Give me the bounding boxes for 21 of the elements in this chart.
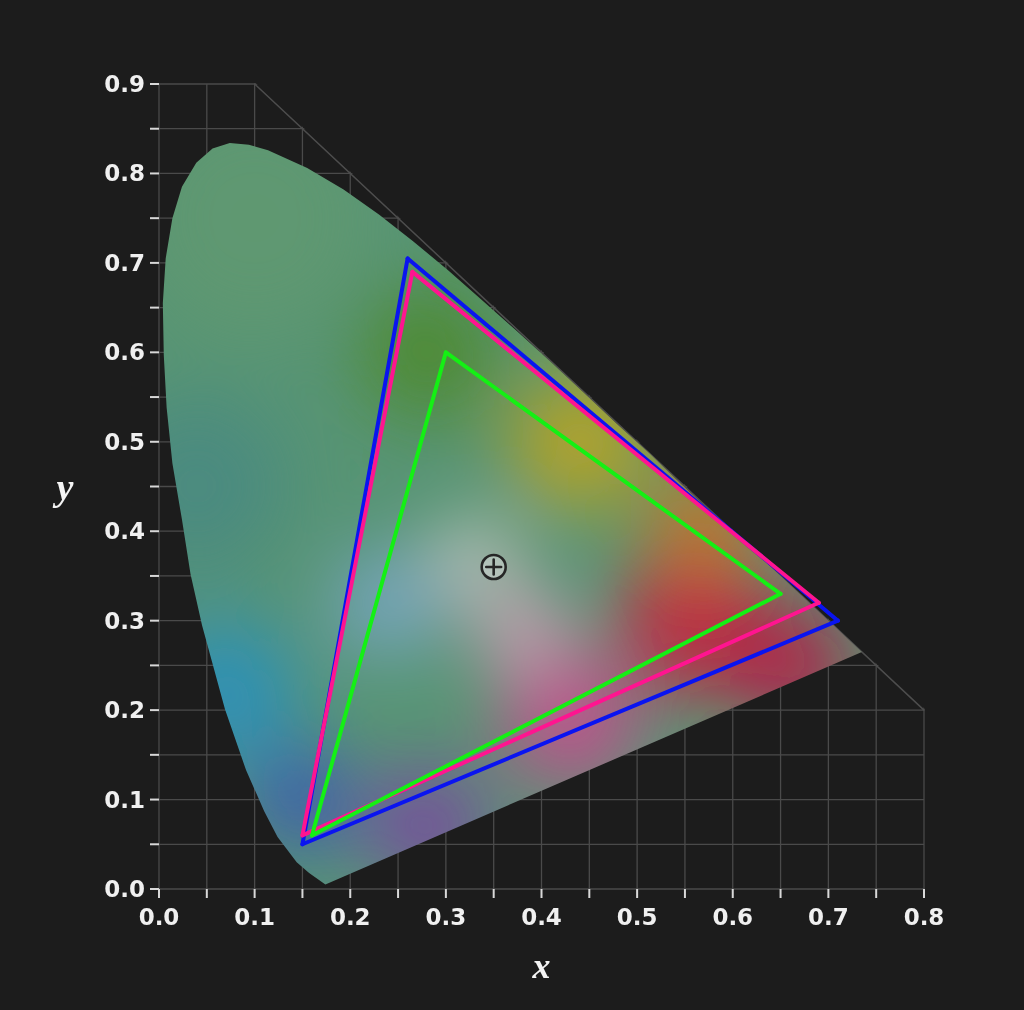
y-tick-label: 0.1 [104, 786, 145, 813]
x-tick-label: 0.1 [234, 904, 275, 930]
x-tick-label: 0.5 [616, 904, 658, 930]
y-tick-label: 0.4 [104, 518, 145, 545]
x-axis-title: x [531, 946, 551, 986]
y-tick-label: 0.5 [104, 428, 145, 455]
x-tick-label: 0.2 [329, 904, 371, 930]
y-tick-label: 0.3 [104, 607, 145, 634]
x-tick-label: 0.3 [425, 904, 467, 930]
x-tick-label: 0.4 [521, 904, 562, 930]
y-axis-title: y [52, 465, 74, 508]
x-tick-label: 0.6 [712, 904, 754, 930]
x-tick-label: 0.7 [808, 904, 849, 930]
y-tick-label: 0.0 [104, 876, 145, 902]
y-tick-label: 0.6 [104, 339, 145, 366]
x-tick-label: 0.8 [903, 904, 945, 930]
y-tick-label: 0.7 [104, 249, 145, 276]
y-tick-label: 0.8 [104, 160, 145, 187]
x-tick-label: 0.0 [138, 904, 180, 930]
y-tick-label: 0.2 [104, 697, 145, 724]
y-tick-label: 0.9 [104, 71, 145, 97]
